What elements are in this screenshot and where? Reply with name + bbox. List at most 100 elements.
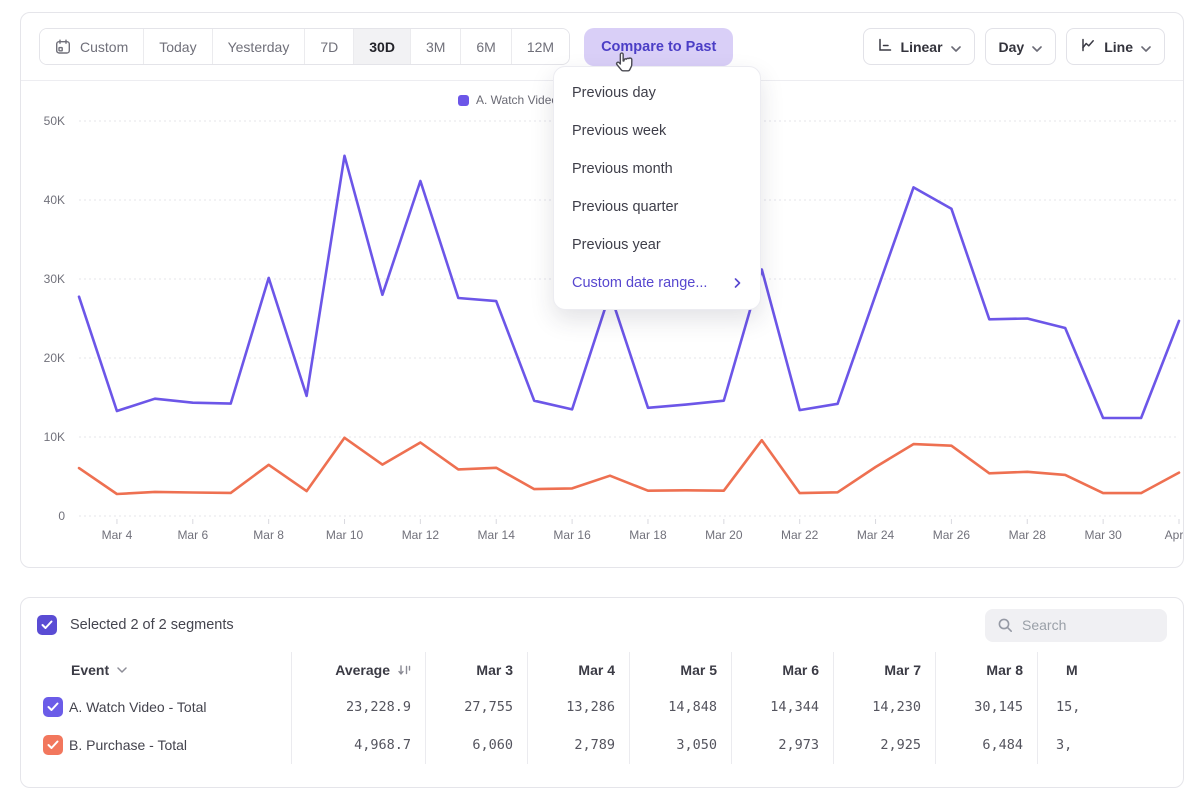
svg-text:0: 0 (58, 509, 65, 523)
svg-text:10K: 10K (44, 430, 65, 444)
svg-text:Mar 20: Mar 20 (705, 528, 743, 542)
event-header-label: Event (71, 662, 109, 678)
svg-text:Mar 14: Mar 14 (478, 528, 516, 542)
search-icon (997, 617, 1014, 634)
chevron-down-icon (1141, 39, 1151, 55)
column-header-date[interactable]: Mar 3 (425, 652, 527, 688)
date-range-6m[interactable]: 6M (460, 29, 510, 64)
table-row-checkbox-cell (21, 726, 69, 764)
svg-text:Mar 4: Mar 4 (102, 528, 133, 542)
svg-text:30K: 30K (44, 272, 65, 286)
menu-item-previous-day[interactable]: Previous day (554, 74, 760, 112)
date-range-label: 3M (426, 39, 445, 55)
column-header-date[interactable]: Mar 5 (629, 652, 731, 688)
event-name: A. Watch Video - Total (69, 699, 206, 715)
svg-text:Mar 28: Mar 28 (1009, 528, 1047, 542)
date-range-today[interactable]: Today (143, 29, 211, 64)
date-range-custom[interactable]: Custom (40, 29, 143, 64)
event-name: B. Purchase - Total (69, 737, 187, 753)
date-range-label: 7D (320, 39, 338, 55)
date-range-label: Custom (80, 39, 128, 55)
svg-text:20K: 20K (44, 351, 65, 365)
chevron-down-icon (117, 667, 127, 673)
value-cell-clipped: 3, (1037, 726, 1183, 764)
segments-table: Event Average Mar 3Mar 4Mar 5Mar 6Mar 7Mar… (21, 652, 1183, 764)
scale-dropdown[interactable]: Linear (863, 28, 975, 65)
value-cell: 4,968.7 (291, 726, 425, 764)
calendar-icon (55, 39, 71, 55)
value-cell: 23,228.9 (291, 688, 425, 726)
sort-descending-icon (397, 664, 411, 677)
date-range-label: Yesterday (228, 39, 290, 55)
svg-text:Mar 26: Mar 26 (933, 528, 971, 542)
svg-text:Mar 24: Mar 24 (857, 528, 895, 542)
select-all-checkbox[interactable] (37, 615, 57, 635)
menu-item-previous-year[interactable]: Previous year (554, 226, 760, 264)
value-cell: 2,925 (833, 726, 935, 764)
value-cell: 3,050 (629, 726, 731, 764)
row-checkbox[interactable] (43, 735, 63, 755)
column-header-date[interactable]: Mar 6 (731, 652, 833, 688)
date-range-group: Custom Today Yesterday 7D 30D 3M 6M 12M (39, 28, 570, 65)
compare-to-past-button[interactable]: Compare to Past (584, 28, 733, 66)
average-header-label: Average (335, 662, 390, 678)
interval-dropdown[interactable]: Day (985, 28, 1057, 65)
value-cell: 14,848 (629, 688, 731, 726)
chart-type-dropdown[interactable]: Line (1066, 28, 1165, 65)
svg-text:Mar 30: Mar 30 (1084, 528, 1122, 542)
svg-text:50K: 50K (44, 114, 65, 128)
event-name-cell[interactable]: B. Purchase - Total (69, 726, 291, 764)
value-cell: 13,286 (527, 688, 629, 726)
value-cell: 14,230 (833, 688, 935, 726)
column-header-date[interactable]: Mar 4 (527, 652, 629, 688)
search-box[interactable] (985, 609, 1167, 642)
date-range-yesterday[interactable]: Yesterday (212, 29, 305, 64)
svg-text:Mar 22: Mar 22 (781, 528, 819, 542)
chevron-down-icon (951, 39, 961, 55)
value-cell-clipped: 15, (1037, 688, 1183, 726)
scale-label: Linear (901, 39, 943, 55)
date-range-3m[interactable]: 3M (410, 29, 460, 64)
column-header-average[interactable]: Average (291, 652, 425, 688)
date-range-7d[interactable]: 7D (304, 29, 353, 64)
selected-segments-text: Selected 2 of 2 segments (70, 617, 234, 633)
svg-text:Mar 8: Mar 8 (253, 528, 284, 542)
table-header-bar: Selected 2 of 2 segments (21, 598, 1183, 652)
menu-item-previous-quarter[interactable]: Previous quarter (554, 188, 760, 226)
column-header-date[interactable]: Mar 8 (935, 652, 1037, 688)
date-range-30d[interactable]: 30D (353, 29, 410, 64)
date-range-label: 30D (369, 39, 395, 55)
svg-text:Mar 12: Mar 12 (402, 528, 440, 542)
event-name-cell[interactable]: A. Watch Video - Total (69, 688, 291, 726)
header-checkbox-spacer (21, 652, 69, 688)
menu-item-custom-date-range[interactable]: Custom date range... (554, 264, 760, 302)
linear-scale-icon (877, 37, 893, 56)
value-cell: 27,755 (425, 688, 527, 726)
table-row-checkbox-cell (21, 688, 69, 726)
column-header-clipped[interactable]: M (1037, 652, 1183, 688)
date-range-12m[interactable]: 12M (511, 29, 569, 64)
chart-type-label: Line (1104, 39, 1133, 55)
menu-item-previous-month[interactable]: Previous month (554, 150, 760, 188)
date-range-label: 12M (527, 39, 554, 55)
svg-text:Mar 10: Mar 10 (326, 528, 364, 542)
value-cell: 6,060 (425, 726, 527, 764)
custom-date-range-label: Custom date range... (572, 275, 707, 291)
search-input[interactable] (1022, 617, 1152, 633)
svg-text:40K: 40K (44, 193, 65, 207)
date-range-label: Today (159, 39, 196, 55)
value-cell: 2,789 (527, 726, 629, 764)
value-cell: 30,145 (935, 688, 1037, 726)
column-header-event[interactable]: Event (69, 652, 291, 688)
column-header-date[interactable]: Mar 7 (833, 652, 935, 688)
svg-text:Mar 16: Mar 16 (553, 528, 591, 542)
date-range-label: 6M (476, 39, 495, 55)
interval-label: Day (999, 39, 1025, 55)
value-cell: 2,973 (731, 726, 833, 764)
compare-to-past-menu: Previous dayPrevious weekPrevious monthP… (553, 66, 761, 310)
svg-text:Mar 6: Mar 6 (177, 528, 208, 542)
row-checkbox[interactable] (43, 697, 63, 717)
line-chart-icon (1080, 37, 1096, 56)
menu-item-previous-week[interactable]: Previous week (554, 112, 760, 150)
chevron-down-icon (1032, 39, 1042, 55)
